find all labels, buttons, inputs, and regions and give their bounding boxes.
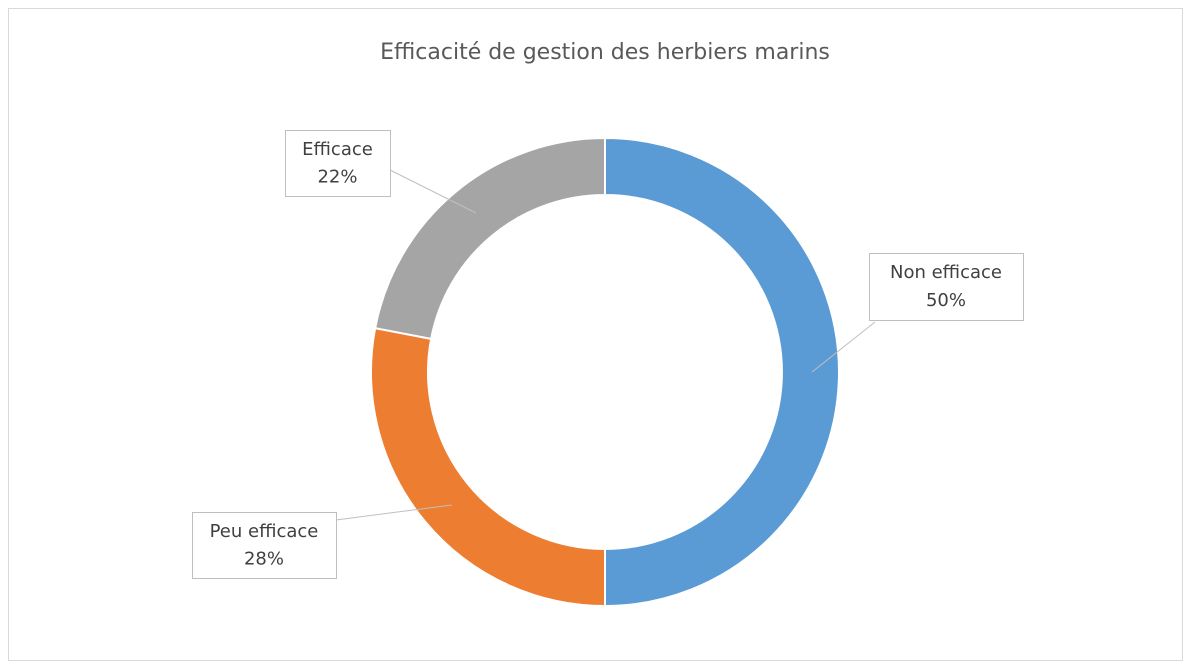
leader-line [335, 504, 453, 521]
chart-title: Efficacité de gestion des herbiers marin… [380, 40, 830, 65]
label-name: Non efficace [890, 262, 1002, 283]
leader-line [811, 321, 876, 373]
label-value: 28% [244, 549, 284, 570]
label-value: 50% [926, 290, 966, 311]
donut-slice [373, 136, 606, 341]
label-box [192, 512, 337, 579]
label-name: Efficace [302, 139, 373, 160]
label-box [869, 253, 1024, 321]
label-name: Peu efficace [210, 521, 319, 542]
donut-slice [604, 136, 840, 608]
label-value: 22% [317, 167, 357, 188]
label-box [285, 130, 391, 197]
leader-line [389, 169, 477, 214]
